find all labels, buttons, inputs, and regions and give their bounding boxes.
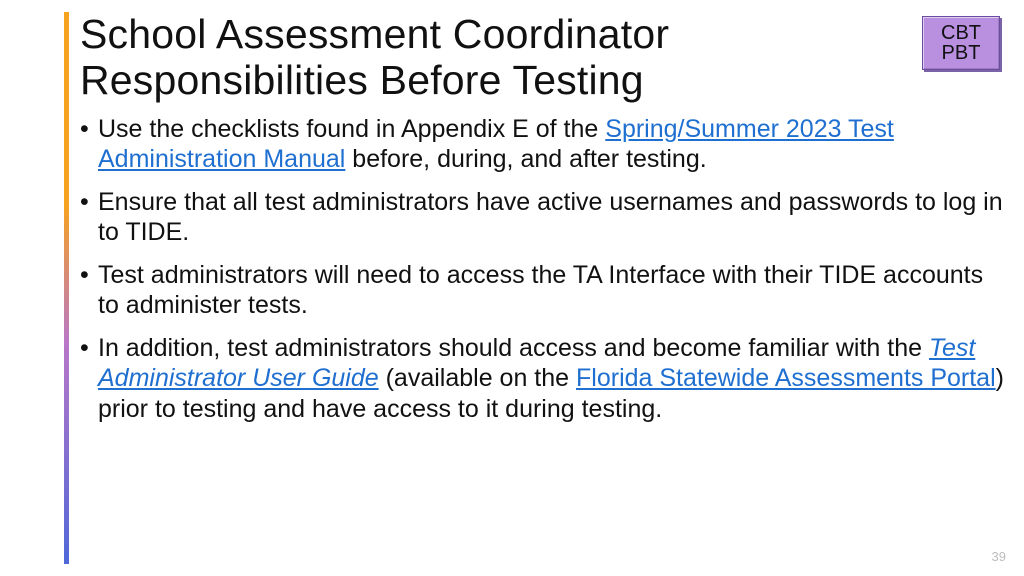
slide-title: School Assessment Coordinator Responsibi…: [80, 12, 1004, 104]
page-number: 39: [992, 549, 1006, 564]
bullet-list: Use the checklists found in Appendix E o…: [80, 114, 1004, 425]
list-item: Use the checklists found in Appendix E o…: [80, 114, 1004, 175]
link-fsa-portal[interactable]: Florida Statewide Assessments Portal: [576, 364, 996, 392]
bullet-text: Test administrators will need to access …: [98, 261, 983, 320]
badge-cbt-pbt: CBT PBT: [922, 16, 1000, 70]
bullet-text: before, during, and after testing.: [345, 145, 706, 173]
bullet-text: Ensure that all test administrators have…: [98, 188, 1003, 247]
list-item: Ensure that all test administrators have…: [80, 187, 1004, 248]
list-item: In addition, test administrators should …: [80, 333, 1004, 425]
bullet-text: Use the checklists found in Appendix E o…: [98, 115, 605, 143]
bullet-text: (available on the: [379, 364, 576, 392]
bullet-text: In addition, test administrators should …: [98, 334, 929, 362]
accent-bar: [64, 12, 69, 564]
slide-content: School Assessment Coordinator Responsibi…: [80, 12, 1004, 564]
badge-line1: CBT: [941, 23, 981, 43]
badge-line2: PBT: [942, 43, 981, 63]
list-item: Test administrators will need to access …: [80, 260, 1004, 321]
